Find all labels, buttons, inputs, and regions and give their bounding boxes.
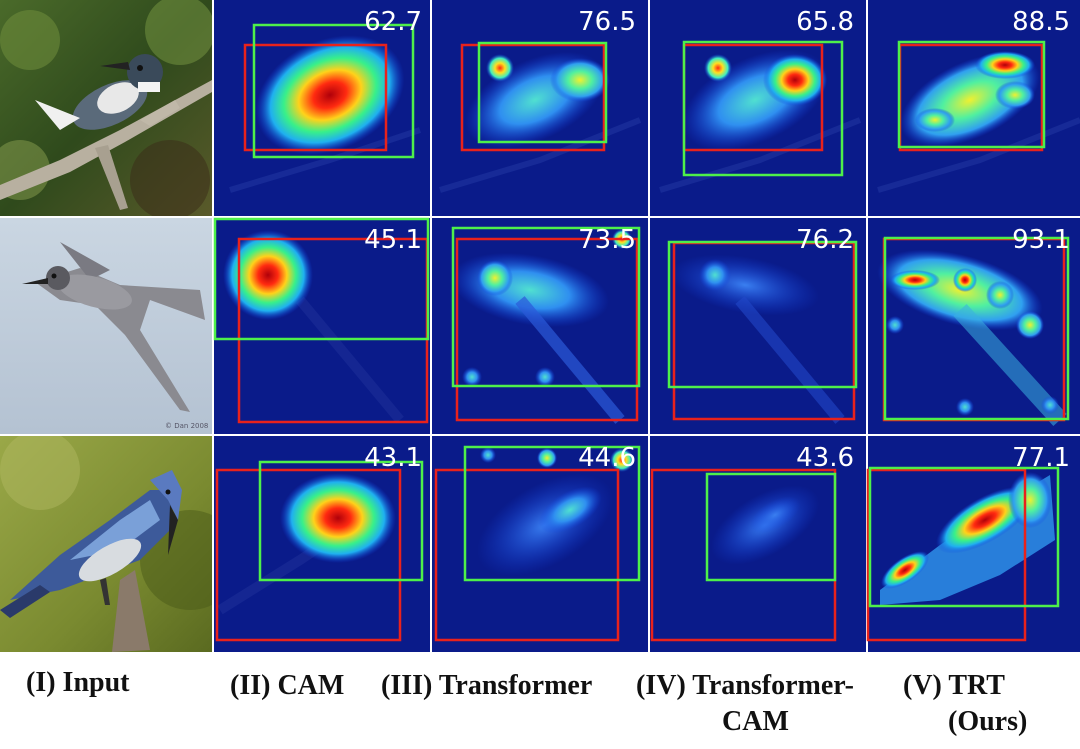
score-label-row-2-cam: 45.1 xyxy=(364,225,422,255)
caption-transformer-cam-line-2: CAM xyxy=(722,706,789,737)
heatmap-row-1-cam xyxy=(214,0,430,216)
predicted-box xyxy=(705,472,837,582)
heatmap-row-2-transformer-cam xyxy=(650,218,866,434)
heatmap-row-1-transformer-cam xyxy=(650,0,866,216)
ground-truth-box xyxy=(434,468,620,642)
score-label-row-3-transformer-cam: 43.6 xyxy=(796,443,854,473)
caption-transformer-cam-line-1: (IV) Transformer- xyxy=(636,670,854,701)
ground-truth-box xyxy=(243,43,388,152)
heatmap-row-3-cam xyxy=(214,436,430,652)
heatmap-row-2-cam xyxy=(213,217,430,434)
heatmap-row-1-transformer xyxy=(432,0,648,216)
predicted-box xyxy=(897,40,1046,149)
score-label-row-1-trt: 88.5 xyxy=(1012,7,1070,37)
score-label-row-2-transformer: 73.5 xyxy=(578,225,636,255)
predicted-box xyxy=(258,460,424,582)
predicted-box xyxy=(477,41,608,144)
score-label-row-1-transformer-cam: 65.8 xyxy=(796,7,854,37)
score-label-row-2-transformer-cam: 76.2 xyxy=(796,225,854,255)
score-labels: 62.7 76.5 65.8 88.5 45.1 73.5 76.2 93.1 … xyxy=(364,7,1070,473)
score-label-row-3-trt: 77.1 xyxy=(1012,443,1070,473)
heatmap-row-3-trt xyxy=(866,436,1080,652)
ground-truth-box xyxy=(460,43,606,152)
heatmap-row-2-trt xyxy=(868,218,1080,434)
predicted-box xyxy=(463,445,641,582)
predicted-box xyxy=(667,240,858,389)
watermark-text: © Dan 2008 xyxy=(165,422,208,430)
caption-input: (I) Input xyxy=(26,667,130,698)
caption-trt-line-1: (V) TRT xyxy=(903,670,1005,701)
predicted-box xyxy=(682,40,844,177)
input-image-row-2: © Dan 2008 xyxy=(0,218,212,434)
ground-truth-box xyxy=(866,468,1027,642)
heatmap-row-3-transformer-cam xyxy=(650,436,866,652)
predicted-box xyxy=(213,217,430,341)
predicted-box xyxy=(252,23,415,159)
score-label-row-3-cam: 43.1 xyxy=(364,443,422,473)
predicted-box xyxy=(883,236,1070,421)
heatmap-grid xyxy=(213,0,1080,652)
input-image-row-3 xyxy=(0,436,212,652)
heatmap-row-3-transformer xyxy=(432,436,648,652)
predicted-box xyxy=(451,226,641,388)
heatmap-row-1-trt xyxy=(868,0,1080,216)
caption-trt-line-2: (Ours) xyxy=(948,706,1028,737)
ground-truth-box xyxy=(215,468,402,642)
predicted-box xyxy=(868,466,1060,608)
score-label-row-1-transformer: 76.5 xyxy=(578,7,636,37)
score-label-row-2-trt: 93.1 xyxy=(1012,225,1070,255)
heatmap-row-2-transformer xyxy=(432,218,648,434)
score-label-row-3-transformer: 44.6 xyxy=(578,443,636,473)
caption-transformer: (III) Transformer xyxy=(381,670,593,701)
input-image-row-1 xyxy=(0,0,212,216)
caption-cam: (II) CAM xyxy=(230,670,345,701)
score-label-row-1-cam: 62.7 xyxy=(364,7,422,37)
ground-truth-box xyxy=(455,237,639,422)
